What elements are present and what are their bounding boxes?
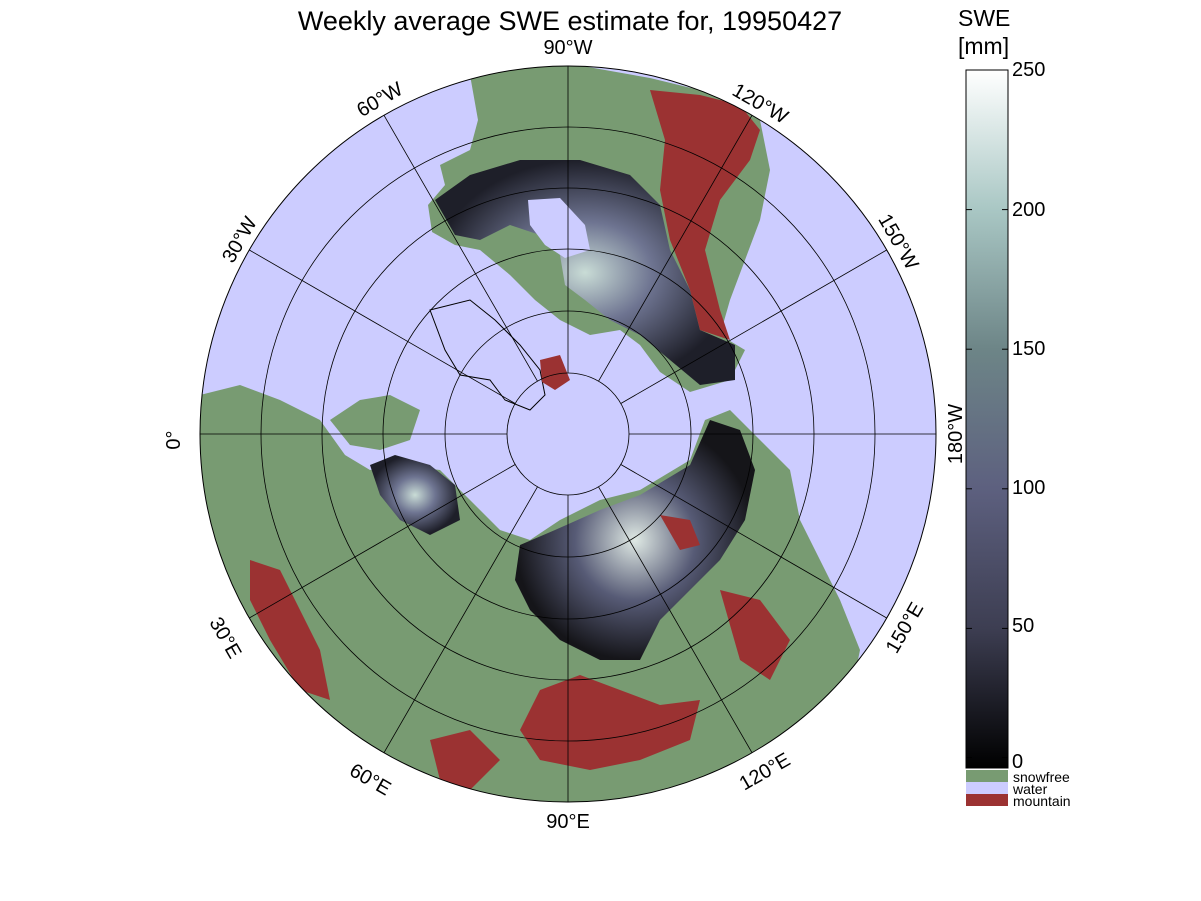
legend-swatch-water (966, 782, 1008, 794)
meridian-line (383, 486, 538, 753)
graticule (200, 66, 936, 802)
meridian-line (249, 464, 516, 619)
colorbar-tick-label: 100 (1012, 477, 1046, 499)
meridian-line (598, 115, 753, 382)
meridian-line (383, 115, 538, 382)
colorbar-ticks (966, 69, 1008, 759)
lon-label-90w: 90°W (543, 37, 593, 59)
meridian-line (620, 464, 887, 619)
map-boundary (199, 65, 937, 803)
snow-cover-scandinavia (370, 455, 460, 535)
legend-swatch-mountain (966, 794, 1008, 806)
legend-label-mountain: mountain (1013, 793, 1071, 809)
colorbar-title-line1: SWE (958, 5, 1011, 31)
legend-label-snowfree: snowfree (1013, 769, 1070, 785)
legend-label-water: water (1013, 781, 1048, 797)
meridian-line (598, 486, 753, 753)
lon-label-180w: 180°W (945, 403, 967, 465)
map-title: Weekly average SWE estimate for, 1995042… (297, 6, 843, 36)
colorbar-tick-label: 150 (1012, 338, 1046, 360)
legend-swatch-snowfree (966, 770, 1008, 782)
colorbar-tick-label: 0 (1012, 751, 1024, 773)
colorbar-tick-label: 200 (1012, 199, 1046, 221)
colorbar-title: SWE [mm] (958, 4, 1010, 60)
greenland (429, 299, 546, 411)
meridian-line (249, 249, 516, 404)
snow-cover-eurasia (515, 420, 755, 660)
meridian-line (620, 249, 887, 404)
colorbar-title-line2: [mm] (958, 33, 1010, 59)
hudson-bay (528, 198, 590, 258)
lon-label-90e: 90°E (546, 811, 590, 833)
lon-label-0: 0° (163, 430, 185, 450)
snow-cover-north-america (435, 160, 735, 385)
colorbar-tick-label: 50 (1012, 615, 1035, 637)
landmass-scandinavia (330, 395, 420, 450)
colorbar-tick-label: 250 (1012, 59, 1046, 81)
land-layer (200, 66, 860, 802)
colorbar (965, 69, 1009, 769)
